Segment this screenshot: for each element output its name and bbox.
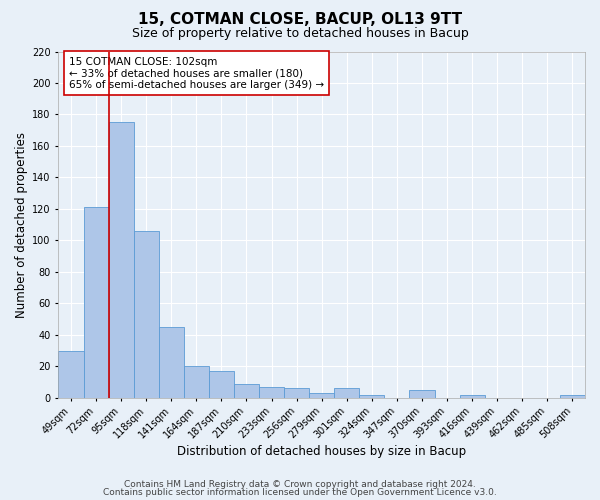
Bar	[209, 371, 234, 398]
Y-axis label: Number of detached properties: Number of detached properties	[15, 132, 28, 318]
Bar	[284, 388, 309, 398]
Bar	[83, 208, 109, 398]
Bar	[134, 231, 159, 398]
Bar	[259, 387, 284, 398]
Text: 15, COTMAN CLOSE, BACUP, OL13 9TT: 15, COTMAN CLOSE, BACUP, OL13 9TT	[138, 12, 462, 28]
Bar	[334, 388, 359, 398]
Bar	[409, 390, 434, 398]
Bar	[109, 122, 134, 398]
Bar	[359, 394, 385, 398]
Text: Contains HM Land Registry data © Crown copyright and database right 2024.: Contains HM Land Registry data © Crown c…	[124, 480, 476, 489]
Bar	[460, 394, 485, 398]
Bar	[309, 393, 334, 398]
X-axis label: Distribution of detached houses by size in Bacup: Distribution of detached houses by size …	[177, 444, 466, 458]
Bar	[58, 350, 83, 398]
Text: 15 COTMAN CLOSE: 102sqm
← 33% of detached houses are smaller (180)
65% of semi-d: 15 COTMAN CLOSE: 102sqm ← 33% of detache…	[69, 56, 324, 90]
Bar	[159, 327, 184, 398]
Bar	[234, 384, 259, 398]
Bar	[184, 366, 209, 398]
Bar	[560, 394, 585, 398]
Text: Size of property relative to detached houses in Bacup: Size of property relative to detached ho…	[131, 28, 469, 40]
Text: Contains public sector information licensed under the Open Government Licence v3: Contains public sector information licen…	[103, 488, 497, 497]
